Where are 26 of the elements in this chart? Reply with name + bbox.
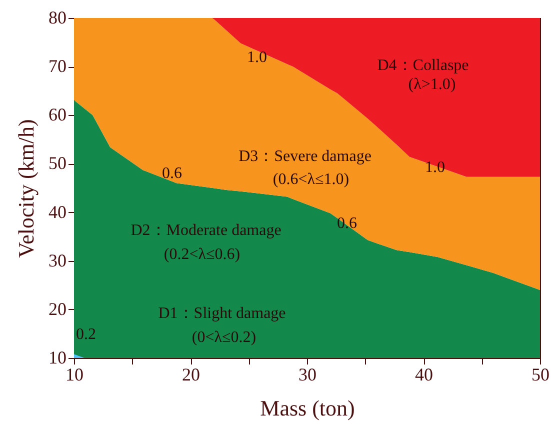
annotation: D2：Moderate damage <box>130 222 282 239</box>
x-tick-label: 20 <box>182 364 200 384</box>
annotation: (0.2<λ≤0.6) <box>164 246 240 263</box>
y-tick-label: 10 <box>48 348 66 368</box>
y-tick-label: 30 <box>48 250 66 270</box>
annotation: 0.2 <box>76 326 96 343</box>
annotation: (0.6<λ≤1.0) <box>272 171 350 188</box>
y-tick-label: 20 <box>48 298 66 319</box>
y-tick-label: 40 <box>48 202 66 222</box>
y-axis-title: Velocity (km/h) <box>14 119 38 258</box>
annotation: 1.0 <box>247 49 267 66</box>
y-tick-label: 50 <box>48 153 66 174</box>
x-tick-label: 30 <box>298 364 316 384</box>
annotation: (λ>1.0) <box>408 76 456 93</box>
annotation: (0<λ≤0.2) <box>192 329 256 346</box>
y-tick-label: 80 <box>48 8 66 28</box>
x-axis-title: Mass (ton) <box>260 396 355 420</box>
annotation: D4：Collaspe <box>377 57 469 74</box>
y-tick-label: 70 <box>48 56 66 76</box>
annotation: D1：Slight damage <box>158 305 286 322</box>
x-tick-label: 50 <box>532 364 550 384</box>
y-tick-label: 60 <box>48 104 66 125</box>
x-tick-label: 10 <box>66 364 84 384</box>
annotation: D3：Severe damage <box>238 148 372 165</box>
annotation: 0.6 <box>162 165 182 182</box>
x-tick-label: 40 <box>415 364 433 384</box>
